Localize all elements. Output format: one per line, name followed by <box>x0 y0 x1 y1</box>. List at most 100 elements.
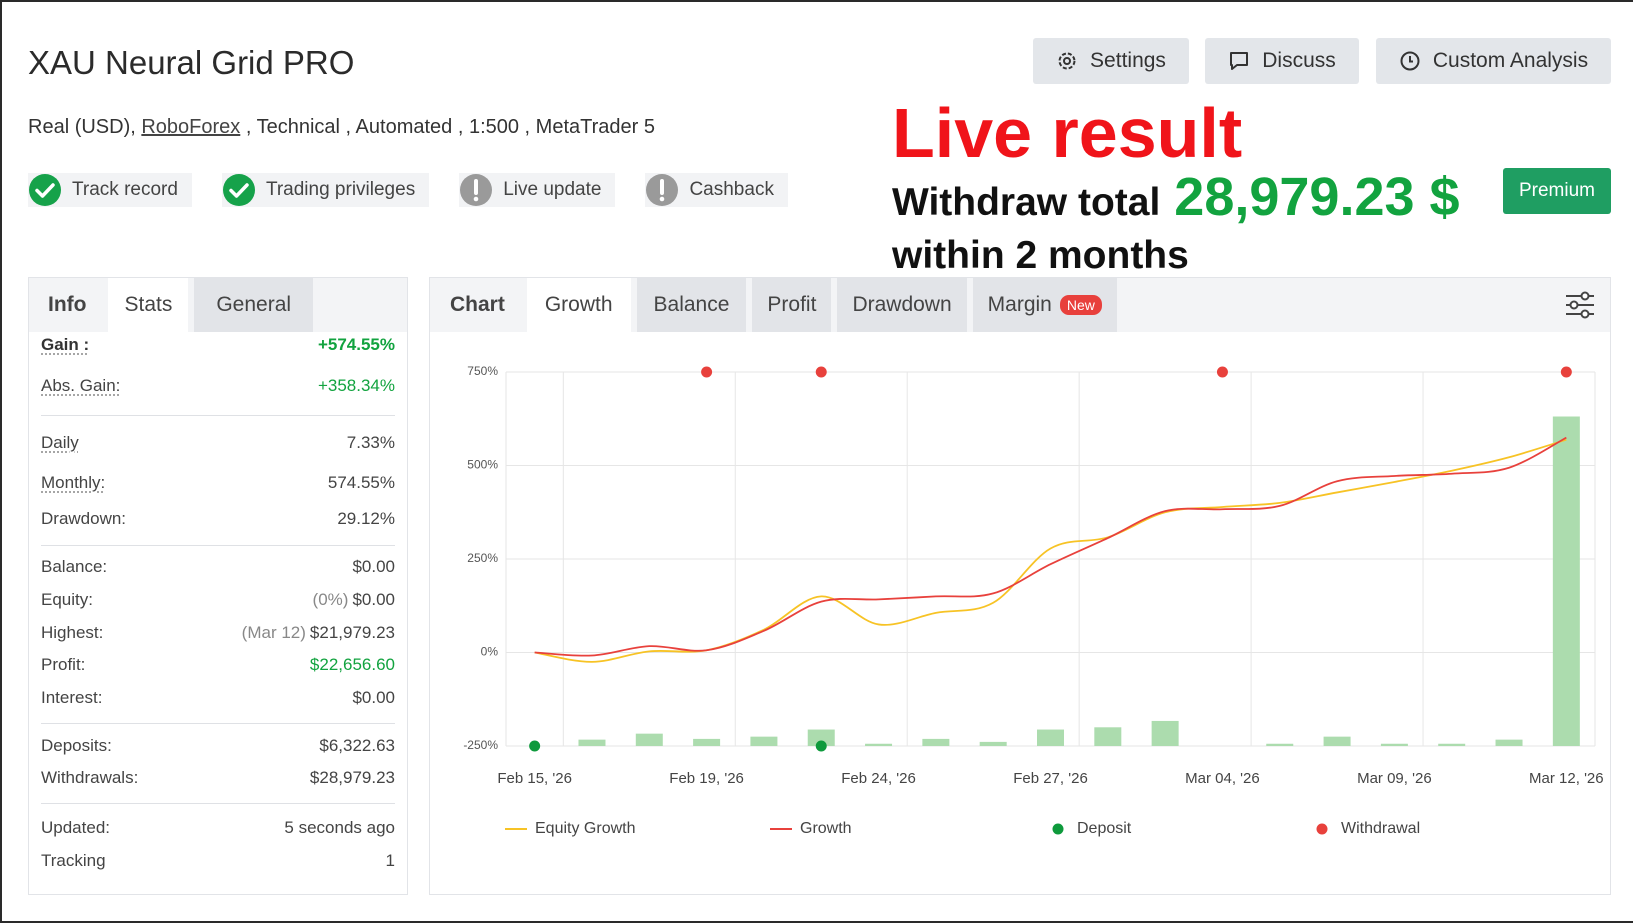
tab[interactable]: Balance <box>636 278 747 332</box>
stat-value: $0.00 <box>352 557 395 577</box>
stat-row: Abs. Gain: +358.34% <box>41 371 395 401</box>
broker-link[interactable]: RoboForex <box>141 116 241 138</box>
event-dot <box>815 366 827 378</box>
tab[interactable]: General <box>194 278 314 332</box>
tab-active[interactable]: Stats <box>108 278 189 332</box>
chart-panel: Chart Growth Balance Profit Drawdown Mar… <box>429 277 1611 895</box>
stat-number: $22,656.60 <box>309 655 395 674</box>
badge-label: Live update <box>503 179 602 200</box>
badge: Cashback <box>645 173 788 207</box>
legend-symbol <box>1052 823 1064 835</box>
badge-label: Track record <box>72 179 178 200</box>
y-tick-label: 750% <box>467 364 498 378</box>
stat-label: Deposits: <box>41 736 112 755</box>
tab[interactable]: Drawdown <box>837 278 967 332</box>
filter-icon[interactable] <box>1564 290 1596 320</box>
separator <box>41 545 395 546</box>
stat-number: $0.00 <box>352 688 395 707</box>
legend-label: Equity Growth <box>535 820 635 837</box>
stat-value: $0.00 <box>352 688 395 708</box>
badge-list: Track record Trading privileges Live updat… <box>28 173 788 207</box>
stat-row: Balance: $0.00 <box>41 552 395 582</box>
stat-label: Monthly: <box>41 473 106 492</box>
stat-value: +358.34% <box>318 376 395 396</box>
account-info: Real (USD), RoboForex , Technical , Auto… <box>28 116 655 139</box>
stat-label: Interest: <box>41 688 103 707</box>
event-dot <box>815 740 827 752</box>
stat-value: 7.33% <box>347 433 395 453</box>
tab-active[interactable]: Growth <box>526 278 631 332</box>
stat-row: Gain : +574.55% <box>41 330 395 360</box>
stat-row: Daily 7.33% <box>41 428 395 458</box>
stat-label: Highest: <box>41 623 104 642</box>
withdraw-amount: 28,979.23 $ <box>1174 167 1460 227</box>
bar <box>1380 743 1408 746</box>
bar <box>578 739 606 746</box>
new-badge: New <box>1059 295 1102 315</box>
withdraw-line: Withdraw total 28,979.23 $ <box>892 170 1460 224</box>
tab-label: Margin <box>987 293 1052 316</box>
stat-number: $0.00 <box>352 557 395 576</box>
bar <box>750 736 778 746</box>
series-line <box>534 438 1567 663</box>
bar <box>922 738 950 746</box>
badge: Live update <box>459 173 616 207</box>
stat-number: 29.12% <box>337 509 395 528</box>
period-text: within 2 months <box>892 234 1189 277</box>
stat-number: 574.55% <box>327 473 395 492</box>
x-tick-label: Feb 27, '26 <box>1013 770 1088 787</box>
stats-panel: Info Stats General Gain : +574.55% Abs. Ga… <box>28 277 408 895</box>
stat-number: $28,979.23 <box>309 768 395 787</box>
stat-row: Deposits: $6,322.63 <box>41 731 395 761</box>
separator <box>41 723 395 724</box>
chat-icon <box>1230 52 1249 70</box>
event-dot <box>529 740 541 752</box>
bar <box>1495 739 1523 746</box>
separator <box>41 803 395 804</box>
stat-number: $0.00 <box>352 590 395 609</box>
custom-analysis-button[interactable]: Custom Analysis <box>1376 38 1611 84</box>
y-tick-label: 0% <box>481 645 499 659</box>
chart-tabs: Chart Growth Balance Profit Drawdown Mar… <box>430 278 1610 332</box>
bar <box>979 741 1007 746</box>
stat-note: (Mar 12) <box>241 623 306 642</box>
y-tick-label: 500% <box>467 458 498 472</box>
event-dot <box>1560 366 1572 378</box>
stat-label: Profit: <box>41 655 86 674</box>
withdraw-label: Withdraw total <box>892 181 1161 224</box>
tab[interactable]: Chart <box>450 293 505 316</box>
tab[interactable]: Info <box>48 293 87 316</box>
bar <box>1552 416 1580 746</box>
x-tick-label: Feb 15, '26 <box>497 770 572 787</box>
warning-icon <box>646 174 679 206</box>
stat-row: Drawdown: 29.12% <box>41 504 395 534</box>
discuss-button[interactable]: Discuss <box>1205 38 1359 84</box>
separator <box>41 415 395 416</box>
stat-number: $21,979.23 <box>309 623 395 642</box>
tab[interactable]: Profit <box>752 278 832 332</box>
settings-button[interactable]: Settings <box>1033 38 1189 84</box>
stats-tabs: Info Stats General <box>29 278 407 332</box>
event-dot <box>1216 366 1228 378</box>
legend-symbol <box>1316 823 1328 835</box>
account-type: Real (USD), <box>28 116 136 138</box>
stat-number: +574.55% <box>317 335 395 354</box>
bar <box>1438 743 1466 746</box>
stat-number: 7.33% <box>346 433 395 452</box>
stat-label: Abs. Gain: <box>41 376 121 395</box>
premium-button[interactable]: Premium <box>1503 168 1611 214</box>
stat-label: Updated: <box>41 818 110 837</box>
check-icon <box>222 174 255 206</box>
strategy-title: XAU Neural Grid PRO <box>28 44 355 81</box>
stat-value: 1 <box>386 851 395 871</box>
stat-row: Tracking 1 <box>41 846 395 876</box>
stat-row: Interest: $0.00 <box>41 683 395 713</box>
legend-label: Deposit <box>1077 820 1132 837</box>
bar <box>1037 729 1064 746</box>
tab[interactable]: Margin New <box>972 278 1117 332</box>
stat-label: Balance: <box>41 557 108 576</box>
stat-value: 29.12% <box>337 509 395 529</box>
bar <box>1094 727 1122 746</box>
badge: Trading privileges <box>221 173 430 207</box>
